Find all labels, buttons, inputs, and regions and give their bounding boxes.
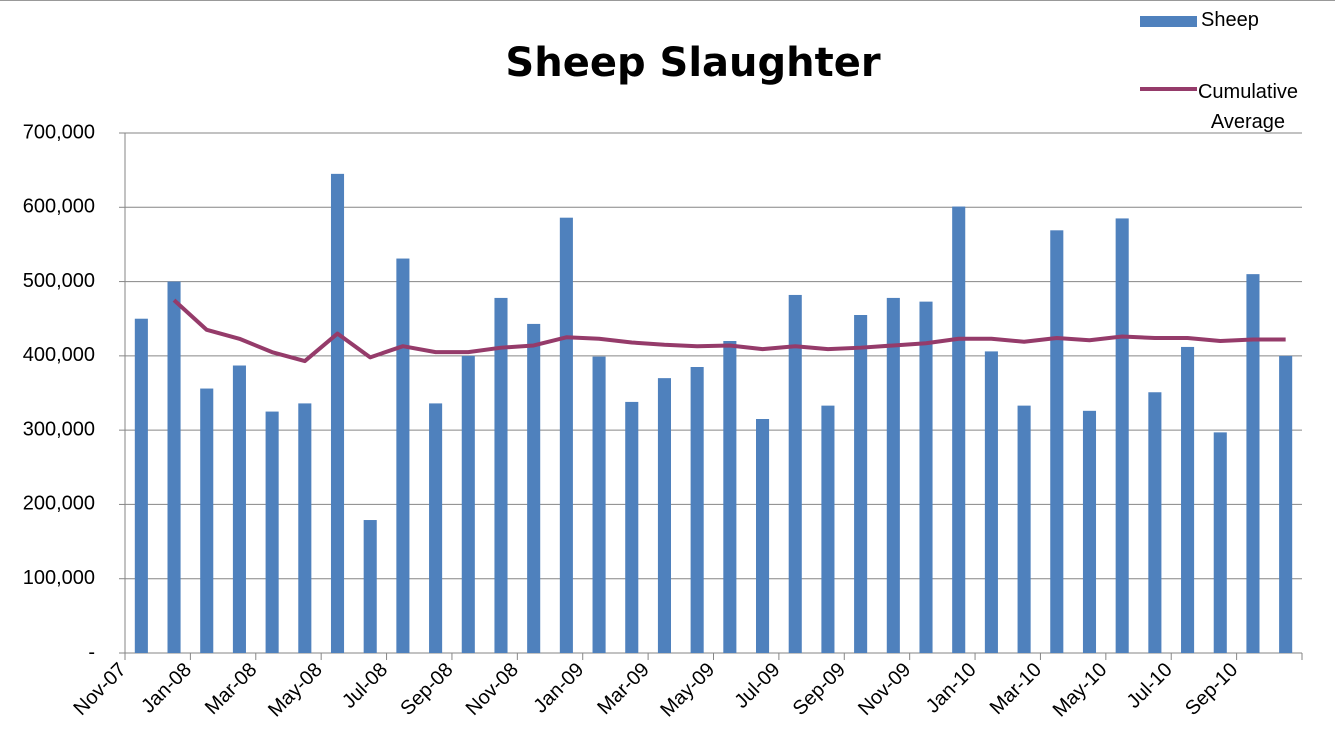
x-tick-label: Nov-07 — [69, 659, 130, 720]
legend-label: Sheep — [1201, 9, 1259, 31]
x-tick-label: Mar-10 — [986, 659, 1046, 719]
bar — [919, 301, 933, 653]
bar — [690, 367, 704, 653]
x-tick-label: Sep-10 — [1181, 659, 1242, 720]
bar — [1017, 405, 1031, 653]
y-tick-label: 100,000 — [23, 567, 95, 589]
x-tick-label: Jan-10 — [922, 659, 981, 718]
y-tick-label: 200,000 — [23, 493, 95, 515]
bar — [1148, 392, 1162, 653]
bar — [429, 403, 443, 653]
bar — [167, 281, 181, 653]
x-tick-label: Jan-09 — [530, 659, 589, 718]
x-tick-label: Nov-09 — [854, 659, 915, 720]
x-tick-label: May-09 — [656, 659, 719, 722]
bar — [854, 315, 868, 653]
bar — [232, 365, 246, 653]
legend-swatch — [1140, 16, 1197, 27]
bar — [461, 355, 475, 653]
bar — [592, 356, 606, 653]
legend-label: Cumulative Average — [1197, 81, 1299, 133]
y-tick-label: 700,000 — [23, 121, 95, 143]
bar — [494, 297, 508, 653]
bar — [723, 341, 737, 653]
y-tick-label: 300,000 — [23, 418, 95, 440]
x-tick-label: Jan-08 — [137, 659, 196, 718]
line — [172, 298, 1286, 364]
y-tick-label: 600,000 — [23, 196, 95, 218]
y-tick-label: 500,000 — [23, 270, 95, 292]
bar — [952, 206, 966, 654]
x-tick-label: Jul-09 — [730, 659, 784, 713]
x-tick-label: Mar-08 — [201, 659, 261, 719]
x-tick-label: Sep-08 — [396, 659, 457, 720]
bar — [1181, 346, 1195, 653]
bar — [1213, 432, 1227, 653]
bar — [134, 318, 148, 653]
bar — [559, 217, 573, 653]
bar — [1279, 355, 1293, 653]
x-tick-label: May-10 — [1049, 659, 1112, 722]
bar — [1246, 274, 1260, 653]
chart-title: Sheep Slaughter — [505, 40, 880, 86]
x-tick-label: Jul-08 — [338, 659, 392, 713]
bar — [625, 401, 639, 653]
x-tick-label: Sep-09 — [789, 659, 850, 720]
bar — [886, 297, 900, 653]
x-tick-label: May-08 — [264, 659, 327, 722]
bar — [330, 173, 345, 653]
bar — [1082, 410, 1097, 653]
bar — [1115, 218, 1129, 653]
bar — [657, 378, 671, 653]
x-tick-label: Mar-09 — [593, 659, 653, 719]
bar — [396, 258, 410, 653]
x-tick-label: Nov-08 — [462, 659, 523, 720]
y-tick-label: 400,000 — [23, 344, 95, 366]
bar — [821, 405, 835, 653]
bar — [200, 388, 214, 653]
bar — [984, 351, 998, 653]
bar — [756, 419, 770, 653]
bar — [265, 411, 279, 653]
legend-swatch — [1140, 87, 1197, 91]
bar — [363, 520, 377, 653]
x-tick-label: Jul-10 — [1123, 659, 1177, 713]
bar — [298, 403, 312, 653]
bar — [527, 323, 541, 653]
y-tick-label: - — [88, 641, 95, 663]
bar — [788, 294, 802, 653]
bar — [1050, 230, 1064, 654]
